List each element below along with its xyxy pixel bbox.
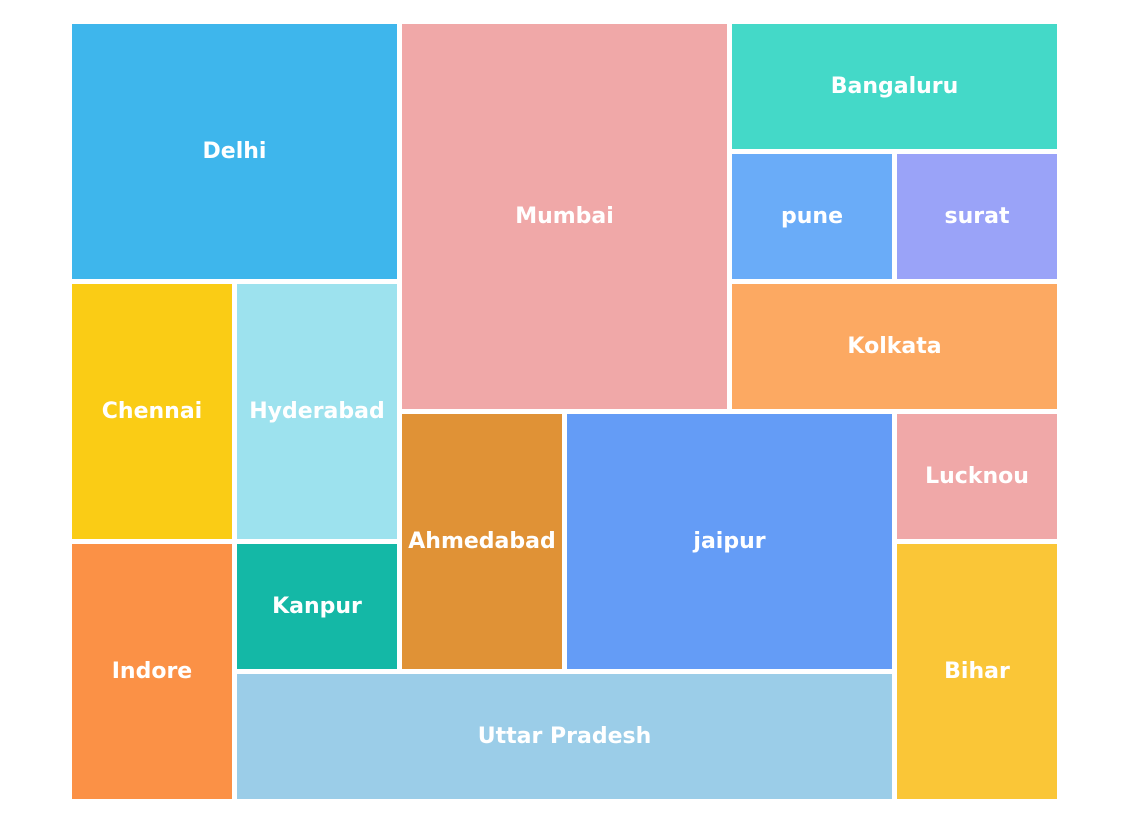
tile-pune[interactable]: pune — [732, 154, 892, 279]
tile-label: Delhi — [202, 139, 267, 164]
tile-label: Kanpur — [272, 594, 362, 619]
tile-label: Indore — [111, 659, 193, 684]
tile-label: Lucknou — [925, 464, 1029, 489]
tile-label: jaipur — [693, 529, 766, 554]
tile-indore[interactable]: Indore — [72, 544, 232, 799]
tile-label: Bihar — [944, 659, 1010, 684]
tile-label: Kolkata — [847, 334, 942, 359]
tile-uttar-pradesh[interactable]: Uttar Pradesh — [237, 674, 892, 799]
tile-chennai[interactable]: Chennai — [72, 284, 232, 539]
tile-label: Hyderabad — [249, 399, 385, 424]
tile-kanpur[interactable]: Kanpur — [237, 544, 397, 669]
tile-label: Bangaluru — [830, 74, 959, 99]
tile-surat[interactable]: surat — [897, 154, 1057, 279]
tile-ahmedabad[interactable]: Ahmedabad — [402, 414, 562, 669]
tile-label: Uttar Pradesh — [477, 724, 652, 749]
tile-label: pune — [781, 204, 843, 229]
tile-bihar[interactable]: Bihar — [897, 544, 1057, 799]
tile-label: Chennai — [101, 399, 203, 424]
tile-mumbai[interactable]: Mumbai — [402, 24, 727, 409]
tile-label: Ahmedabad — [408, 529, 556, 554]
tile-label: Mumbai — [515, 204, 614, 229]
tile-hyderabad[interactable]: Hyderabad — [237, 284, 397, 539]
tile-jaipur[interactable]: jaipur — [567, 414, 892, 669]
tile-lucknou[interactable]: Lucknou — [897, 414, 1057, 539]
tile-label: surat — [944, 204, 1010, 229]
tile-kolkata[interactable]: Kolkata — [732, 284, 1057, 409]
tile-bangaluru[interactable]: Bangaluru — [732, 24, 1057, 149]
tile-delhi[interactable]: Delhi — [72, 24, 397, 279]
